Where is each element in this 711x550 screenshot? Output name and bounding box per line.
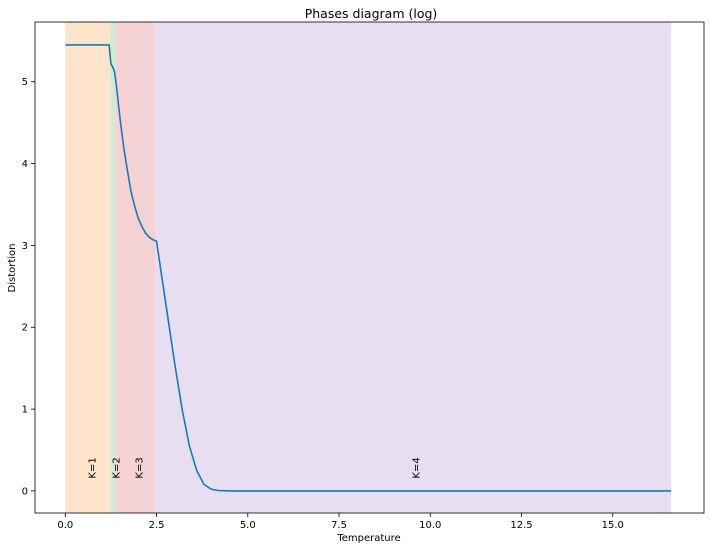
x-tick-label: 12.5 <box>510 520 532 531</box>
phase-label-3: K=3 <box>134 457 145 478</box>
y-ticks: 0 1 2 3 4 5 <box>22 77 35 497</box>
x-tick-label: 10.0 <box>419 520 441 531</box>
y-tick-label: 1 <box>22 405 28 416</box>
phase-label-2: K=2 <box>112 457 123 478</box>
plot-frame <box>34 21 705 514</box>
phase-band-1 <box>65 22 110 513</box>
chart-title: Phases diagram (log) <box>305 6 438 21</box>
y-tick-label: 5 <box>22 77 28 88</box>
x-axis-label: Temperature <box>336 533 400 544</box>
y-axis-label: Distortion <box>7 244 18 293</box>
x-tick-label: 5.0 <box>240 520 256 531</box>
phase-label-4: K=4 <box>412 457 423 478</box>
y-tick-label: 0 <box>22 486 28 497</box>
phase-bands <box>65 22 672 513</box>
x-tick-label: 7.5 <box>331 520 347 531</box>
phase-label-1: K=1 <box>88 457 99 478</box>
phase-band-3 <box>115 22 156 513</box>
x-ticks: 0.0 2.5 5.0 7.5 10.0 12.5 15.0 <box>57 513 624 531</box>
x-tick-label: 0.0 <box>57 520 73 531</box>
phase-band-2 <box>109 22 116 513</box>
phase-labels: K=1 K=2 K=3 K=4 <box>88 457 423 478</box>
y-tick-label: 2 <box>22 323 28 334</box>
x-tick-label: 15.0 <box>602 520 624 531</box>
phase-band-4 <box>155 22 672 513</box>
line-series-group <box>65 44 672 492</box>
y-tick-label: 3 <box>22 241 28 252</box>
x-tick-label: 2.5 <box>149 520 165 531</box>
distortion-line <box>65 44 672 492</box>
y-tick-label: 4 <box>22 159 28 170</box>
